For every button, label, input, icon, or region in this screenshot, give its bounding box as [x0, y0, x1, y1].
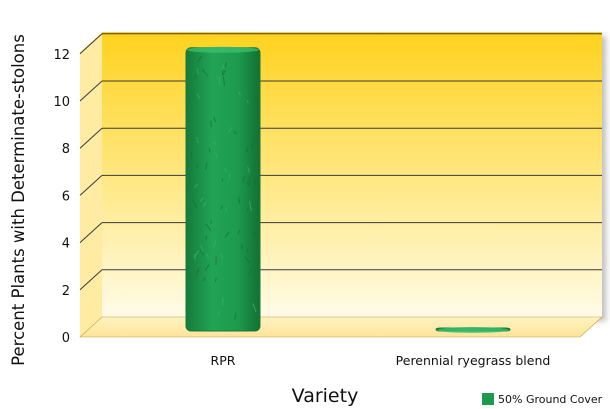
back-wall	[102, 32, 602, 317]
bar-texture	[200, 244, 204, 253]
bar-texture	[253, 177, 257, 187]
bar-texture	[205, 223, 212, 232]
bar	[435, 327, 511, 333]
bar-texture	[199, 248, 205, 256]
bar-texture	[213, 238, 217, 247]
legend-swatch	[482, 393, 494, 405]
bar-cap	[437, 327, 509, 333]
bar-texture	[224, 168, 228, 172]
bar-texture	[246, 248, 248, 253]
x-category-label: RPR	[211, 353, 236, 368]
bar-texture	[197, 55, 202, 63]
y-tick-label: 8	[62, 142, 70, 157]
bar-texture	[204, 264, 210, 272]
bar-texture	[190, 151, 192, 160]
bar-texture	[237, 230, 241, 235]
bar-texture	[248, 175, 251, 186]
y-tick-label: 4	[62, 237, 70, 252]
legend: 50% Ground Cover	[482, 393, 603, 406]
y-tick-label: 10	[53, 95, 70, 110]
bar-texture	[253, 231, 256, 236]
bar-texture	[205, 163, 208, 170]
bar-texture	[193, 250, 200, 258]
x-axis-categories: RPR Perennial ryegrass blend	[211, 353, 551, 368]
bar-texture	[238, 90, 241, 96]
bar	[185, 46, 261, 332]
y-axis-ticks: 0 2 4 6 8 10 12	[53, 48, 70, 346]
y-tick-label: 12	[53, 48, 70, 63]
bar-texture	[234, 312, 237, 320]
bar-texture	[218, 75, 221, 86]
gridline-side	[79, 127, 103, 149]
bar-texture	[200, 196, 205, 202]
bar-texture	[221, 178, 224, 182]
gridline-side	[79, 33, 103, 55]
plot-area	[79, 32, 603, 338]
bar-texture	[222, 69, 227, 76]
bar-texture	[247, 166, 250, 174]
y-tick-label: 6	[62, 189, 70, 204]
bar-texture	[202, 277, 207, 282]
bar-texture	[224, 232, 229, 239]
bar-cap	[187, 46, 259, 53]
bar-texture	[196, 137, 199, 144]
bar-body	[185, 47, 261, 332]
bar-texture	[252, 303, 257, 313]
bar-texture	[220, 205, 223, 210]
bar-texture	[249, 201, 252, 212]
y-axis-title: Percent Plants with Determinate-stolons	[9, 34, 28, 366]
bar-texture	[219, 252, 224, 258]
bar-texture	[213, 148, 219, 158]
bar-texture	[213, 117, 217, 123]
legend-label: 50% Ground Cover	[498, 393, 603, 406]
y-tick-label: 2	[62, 284, 70, 299]
bar-texture	[205, 253, 210, 259]
bar-texture	[208, 147, 211, 153]
bar-texture	[196, 163, 199, 169]
bar-texture	[246, 100, 249, 104]
bar-texture	[241, 244, 243, 250]
bar-texture	[222, 76, 226, 86]
gridline-side	[79, 222, 103, 243]
bar-texture	[214, 277, 217, 282]
bar-texture	[242, 176, 246, 183]
gridline-side	[79, 269, 103, 291]
bar-texture	[202, 201, 207, 207]
bar-texture	[196, 93, 201, 99]
bar-texture	[221, 64, 225, 71]
side-wall	[80, 32, 102, 337]
bar-texture	[210, 220, 212, 224]
bar-texture	[247, 181, 249, 187]
bar-texture	[245, 147, 249, 153]
bar-texture	[201, 68, 209, 78]
bar-texture	[210, 120, 212, 128]
bar-texture	[228, 127, 233, 133]
gridline-side	[79, 80, 103, 102]
gridlines	[79, 33, 602, 291]
x-axis-title: Variety	[292, 385, 359, 407]
bar-texture	[224, 62, 227, 68]
floor	[79, 316, 603, 338]
gridline-side	[79, 175, 103, 196]
bar-texture	[193, 183, 199, 189]
bar-texture	[191, 199, 197, 208]
bar-texture	[244, 256, 250, 263]
bar-texture	[225, 207, 228, 212]
bar-texture	[246, 207, 249, 212]
y-tick-label: 0	[62, 331, 70, 346]
bar-texture	[195, 267, 200, 277]
x-category-label: Perennial ryegrass blend	[396, 353, 551, 368]
bar-texture	[213, 141, 217, 146]
bar-texture	[238, 196, 241, 204]
bars	[185, 46, 511, 333]
bar-texture	[247, 269, 252, 276]
bar-texture	[196, 68, 199, 75]
bar-texture	[194, 73, 197, 79]
bar-texture	[233, 130, 238, 135]
